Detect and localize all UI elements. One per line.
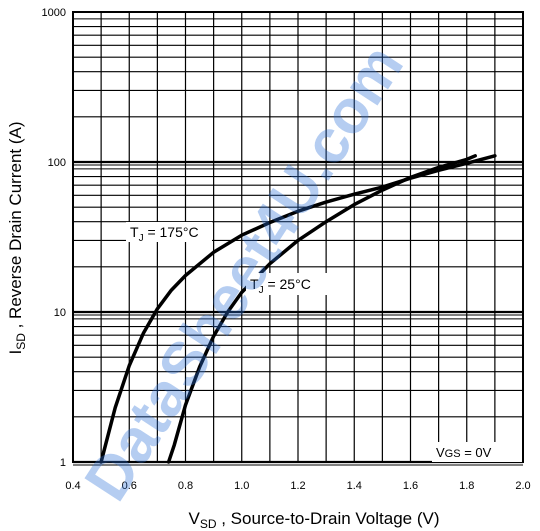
watermark: DataSheet4U.com — [72, 33, 417, 513]
series-label-175: TJ = 175°C — [126, 222, 212, 244]
svg-text:VGS = 0V: VGS = 0V — [436, 445, 492, 460]
x-tick-label: 1.8 — [459, 480, 474, 492]
x-tick-label: 0.4 — [65, 480, 80, 492]
y-tick-label: 1 — [60, 457, 66, 469]
x-tick-label: 1.2 — [290, 480, 305, 492]
y-tick-label: 100 — [48, 157, 66, 169]
svg-text:TJ = 175°C: TJ = 175°C — [130, 224, 199, 244]
x-tick-label: 0.6 — [122, 480, 137, 492]
series-lines — [99, 154, 497, 464]
svg-text:TJ = 25°C: TJ = 25°C — [250, 276, 311, 296]
y-tick-label: 10 — [54, 307, 66, 319]
tick-labels: 0.4 0.6 0.8 1.0 1.2 1.4 1.6 1.8 2.0 1 10 100 1000 — [42, 7, 531, 492]
plot-frame — [72, 11, 524, 463]
vgs-annotation: VGS = 0V — [432, 442, 522, 462]
x-tick-label: 1.4 — [347, 480, 362, 492]
x-tick-label: 0.8 — [178, 480, 193, 492]
x-tick-label: 1.6 — [403, 480, 418, 492]
y-tick-label: 1000 — [42, 7, 66, 19]
series-line-1 — [166, 154, 477, 464]
y-axis-title: ISD , Reverse Drain Current (A) — [6, 121, 28, 354]
x-tick-label: 2.0 — [515, 480, 530, 492]
x-tick-label: 1.0 — [234, 480, 249, 492]
x-axis-title: VSD , Source-to-Drain Voltage (V) — [189, 509, 440, 531]
series-label-25: TJ = 25°C — [246, 273, 330, 296]
